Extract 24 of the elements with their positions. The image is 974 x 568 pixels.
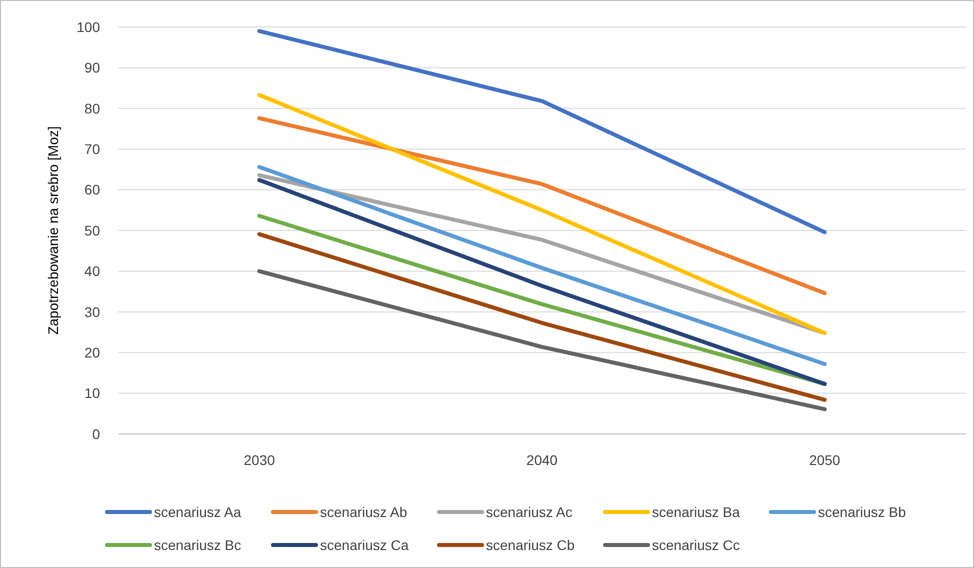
legend-label: scenariusz Bc (154, 536, 242, 553)
y-tick-label: 100 (76, 18, 100, 35)
y-tick-label: 90 (84, 60, 100, 76)
legend-label: scenariusz Ba (652, 504, 740, 520)
y-tick-label: 40 (84, 263, 100, 280)
legend-label: scenariusz Ab (320, 504, 408, 520)
legend-label: scenariusz Cc (652, 536, 740, 553)
y-tick-label: 50 (84, 222, 100, 238)
y-tick-label: 80 (84, 100, 100, 116)
y-tick-label: 0 (92, 426, 100, 442)
y-tick-label: 30 (84, 304, 100, 320)
x-tick-label: 2040 (526, 452, 558, 468)
y-tick-label: 70 (84, 141, 100, 157)
legend-label: scenariusz Ca (320, 536, 409, 553)
y-tick-label: 20 (84, 344, 100, 360)
y-tick-label: 60 (84, 182, 100, 198)
legend-label: scenariusz Aa (154, 504, 242, 520)
legend-label: scenariusz Ac (486, 504, 572, 520)
x-tick-label: 2050 (809, 452, 840, 468)
legend-label: scenariusz Bb (818, 504, 906, 520)
legend-label: scenariusz Cb (486, 536, 575, 553)
y-axis-title: Zapotrzebowanie na srebro [Moz] (45, 126, 61, 335)
x-tick-label: 2030 (244, 452, 276, 468)
y-tick-label: 10 (84, 385, 100, 402)
